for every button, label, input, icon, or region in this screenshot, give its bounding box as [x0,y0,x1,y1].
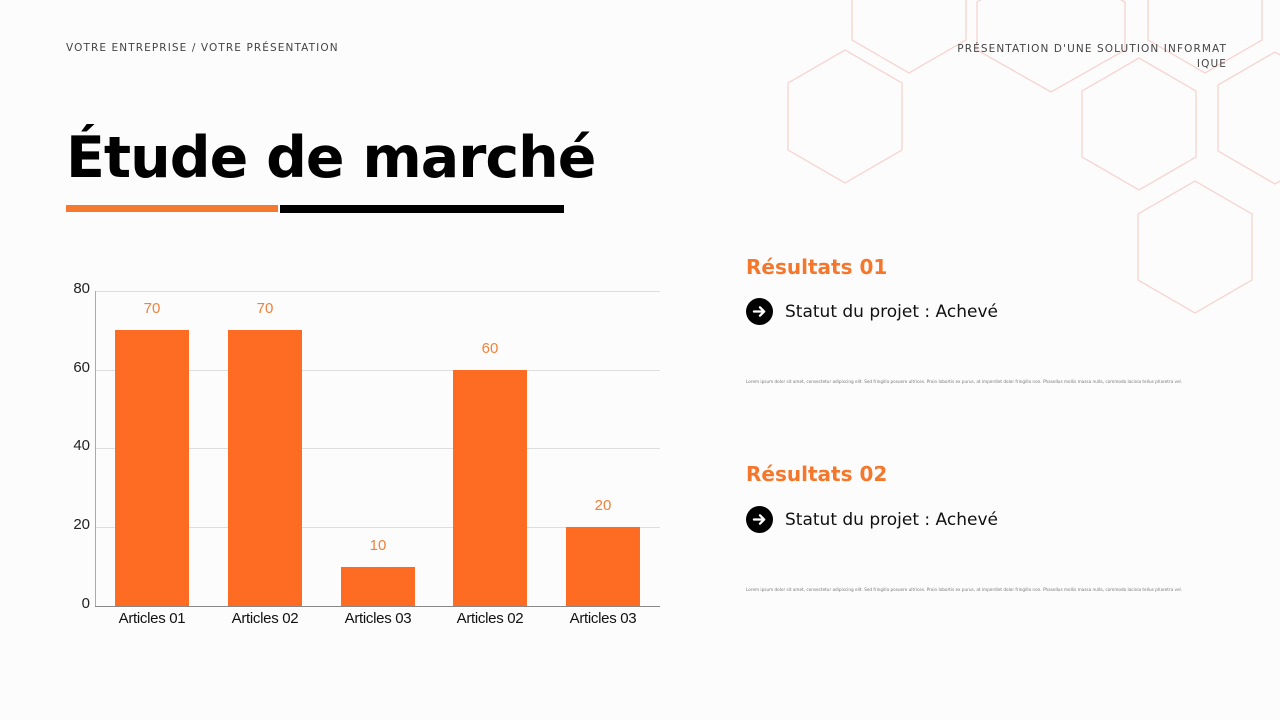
result-description: Lorem ipsum dolor sit amet, consectetur … [746,379,1183,384]
y-tick-label: 20 [73,516,90,533]
bar [228,330,302,606]
breadcrumb: VOTRE ENTREPRISE / VOTRE PRÉSENTATION [66,42,339,54]
title-underline-accent [66,205,278,212]
bar-value-label: 70 [143,300,161,317]
status-row: Statut du projet : Achevé [746,298,998,325]
gridline [96,370,660,371]
page-title: Étude de marché [66,125,596,191]
hexagon-shape [851,0,967,74]
result-description: Lorem ipsum dolor sit amet, consectetur … [746,587,1183,592]
y-tick-label: 80 [73,280,90,297]
title-underline-dark [280,205,564,213]
x-axis-category-label: Articles 03 [344,610,412,627]
bar-value-label: 60 [481,340,499,357]
arrow-right-circle-icon [746,298,773,325]
result-title: Résultats 02 [746,462,888,486]
y-axis [95,291,96,607]
x-axis-category-label: Articles 02 [231,610,299,627]
status-row: Statut du projet : Achevé [746,506,998,533]
result-title: Résultats 01 [746,255,888,279]
y-tick-label: 40 [73,437,90,454]
hexagon-shape [1217,51,1280,185]
bar [453,370,527,606]
gridline [96,527,660,528]
arrow-right-circle-icon [746,506,773,533]
x-axis [95,606,660,607]
bar-value-label: 10 [369,537,387,554]
x-axis-category-label: Articles 01 [118,610,186,627]
gridline [96,291,660,292]
status-text: Statut du projet : Achevé [785,301,998,322]
bar-value-label: 70 [256,300,274,317]
bar [341,567,415,606]
status-text: Statut du projet : Achevé [785,509,998,530]
bar-value-label: 20 [594,497,612,514]
bar-chart: 80 60 40 20 0 70 Articles 01 70 Articles 02… [73,280,660,627]
bar [566,527,640,606]
y-tick-label: 0 [81,595,90,612]
x-axis-category-label: Articles 02 [456,610,524,627]
y-tick-label: 60 [73,359,90,376]
hexagon-shape [1137,180,1253,314]
hexagon-shape [787,49,903,184]
bar [115,330,189,606]
gridline [96,448,660,449]
x-axis-category-label: Articles 03 [569,610,637,627]
presentation-subtitle: PRÉSENTATION D'UNE SOLUTION INFORMATIQUE [957,43,1227,70]
hexagon-shape [1081,57,1197,191]
